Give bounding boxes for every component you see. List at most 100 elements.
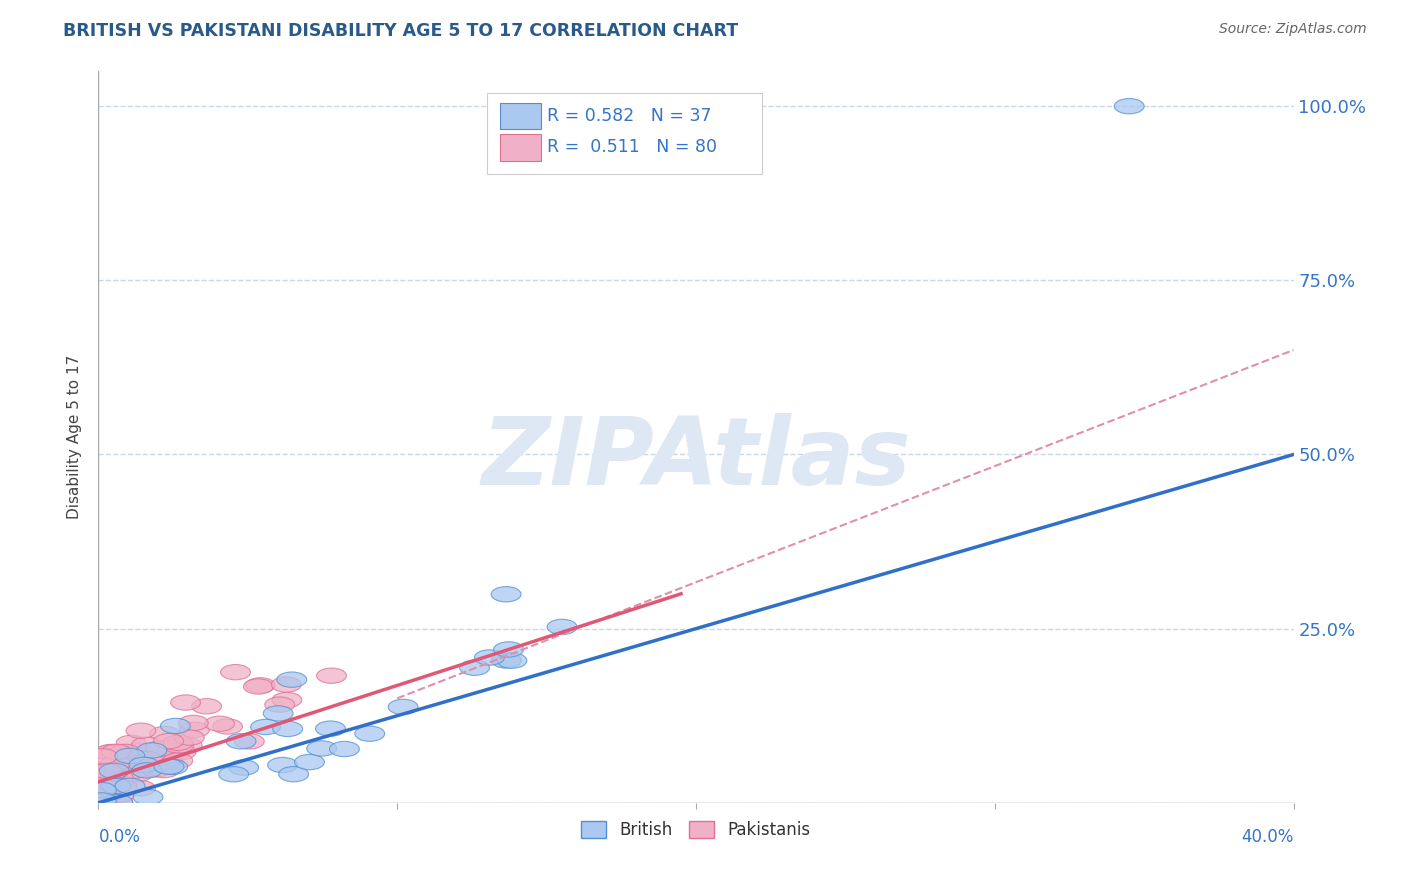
Ellipse shape	[316, 668, 346, 683]
FancyBboxPatch shape	[501, 103, 541, 129]
Ellipse shape	[124, 743, 153, 758]
Ellipse shape	[103, 795, 134, 810]
Ellipse shape	[277, 672, 307, 688]
Ellipse shape	[90, 780, 120, 796]
Text: ZIPAtlas: ZIPAtlas	[481, 413, 911, 505]
Ellipse shape	[235, 734, 264, 749]
Ellipse shape	[87, 762, 117, 777]
Text: R = 0.582   N = 37: R = 0.582 N = 37	[547, 107, 711, 125]
Ellipse shape	[127, 723, 156, 739]
Ellipse shape	[125, 780, 156, 796]
Ellipse shape	[96, 780, 125, 796]
Ellipse shape	[142, 762, 172, 777]
Text: Source: ZipAtlas.com: Source: ZipAtlas.com	[1219, 22, 1367, 37]
Ellipse shape	[132, 756, 163, 771]
Ellipse shape	[149, 726, 180, 741]
Text: 40.0%: 40.0%	[1241, 828, 1294, 846]
Ellipse shape	[87, 793, 117, 808]
Ellipse shape	[122, 766, 152, 782]
Text: 0.0%: 0.0%	[98, 828, 141, 846]
Ellipse shape	[267, 757, 298, 772]
Ellipse shape	[153, 733, 184, 748]
Ellipse shape	[271, 692, 302, 707]
Y-axis label: Disability Age 5 to 17: Disability Age 5 to 17	[67, 355, 83, 519]
Ellipse shape	[155, 750, 184, 765]
Ellipse shape	[129, 757, 159, 772]
Ellipse shape	[86, 771, 115, 786]
Ellipse shape	[273, 722, 302, 737]
Ellipse shape	[491, 653, 522, 668]
Ellipse shape	[89, 779, 118, 794]
FancyBboxPatch shape	[501, 135, 541, 161]
Ellipse shape	[115, 748, 145, 764]
Ellipse shape	[86, 777, 115, 792]
Ellipse shape	[388, 699, 418, 714]
Ellipse shape	[121, 763, 150, 779]
Ellipse shape	[115, 757, 145, 772]
Ellipse shape	[87, 748, 118, 764]
Ellipse shape	[107, 781, 138, 797]
Ellipse shape	[170, 695, 201, 710]
Legend: British, Pakistanis: British, Pakistanis	[575, 814, 817, 846]
Ellipse shape	[94, 745, 124, 760]
Ellipse shape	[100, 756, 131, 772]
Ellipse shape	[134, 789, 163, 805]
Ellipse shape	[278, 766, 308, 781]
Ellipse shape	[132, 763, 162, 778]
Ellipse shape	[93, 792, 122, 807]
Ellipse shape	[94, 769, 124, 784]
Ellipse shape	[315, 721, 346, 736]
Ellipse shape	[103, 795, 132, 810]
Ellipse shape	[110, 744, 139, 760]
Ellipse shape	[96, 766, 125, 781]
Ellipse shape	[90, 774, 121, 789]
Ellipse shape	[179, 715, 208, 731]
Ellipse shape	[103, 772, 132, 788]
Ellipse shape	[122, 750, 153, 765]
Ellipse shape	[491, 587, 522, 602]
Ellipse shape	[94, 764, 124, 779]
Ellipse shape	[226, 733, 256, 749]
Ellipse shape	[191, 698, 222, 714]
Ellipse shape	[460, 660, 489, 675]
Ellipse shape	[149, 763, 180, 778]
Ellipse shape	[96, 786, 125, 801]
Ellipse shape	[547, 619, 576, 634]
Ellipse shape	[101, 744, 131, 759]
Ellipse shape	[264, 697, 295, 713]
Ellipse shape	[101, 778, 131, 794]
Ellipse shape	[100, 764, 129, 779]
Ellipse shape	[173, 738, 202, 753]
Ellipse shape	[97, 744, 127, 760]
Ellipse shape	[263, 706, 292, 721]
Ellipse shape	[114, 761, 143, 776]
Ellipse shape	[91, 795, 121, 810]
Ellipse shape	[271, 677, 301, 692]
Ellipse shape	[132, 752, 162, 767]
Ellipse shape	[163, 738, 194, 753]
Ellipse shape	[134, 754, 163, 769]
Ellipse shape	[89, 795, 120, 810]
Ellipse shape	[250, 719, 281, 735]
Ellipse shape	[219, 766, 249, 782]
Ellipse shape	[134, 761, 163, 776]
Ellipse shape	[103, 773, 132, 789]
Ellipse shape	[87, 793, 118, 808]
Ellipse shape	[243, 679, 273, 694]
Ellipse shape	[87, 774, 117, 789]
Ellipse shape	[474, 649, 505, 665]
Ellipse shape	[307, 740, 336, 756]
Ellipse shape	[103, 774, 134, 789]
Ellipse shape	[494, 641, 523, 657]
Text: R =  0.511   N = 80: R = 0.511 N = 80	[547, 138, 717, 156]
Ellipse shape	[86, 795, 115, 810]
Ellipse shape	[246, 678, 276, 693]
Ellipse shape	[132, 737, 162, 752]
Ellipse shape	[115, 778, 145, 794]
Ellipse shape	[166, 744, 195, 760]
Ellipse shape	[100, 775, 129, 790]
Ellipse shape	[229, 760, 259, 775]
Ellipse shape	[136, 743, 167, 758]
Ellipse shape	[221, 665, 250, 680]
Ellipse shape	[160, 718, 190, 733]
